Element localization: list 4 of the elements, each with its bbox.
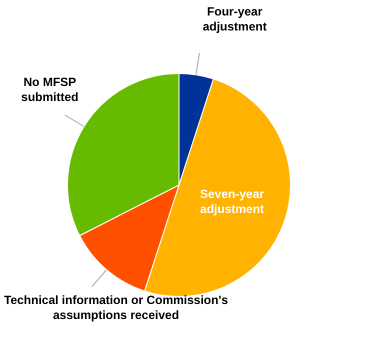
slice-label: No MFSP submitted: [21, 75, 78, 104]
slice-label: Seven-year adjustment: [200, 187, 264, 216]
slice-label: Four-year adjustment: [202, 4, 267, 34]
slice-label: Technical information or Commission's assumptions received: [4, 292, 228, 322]
